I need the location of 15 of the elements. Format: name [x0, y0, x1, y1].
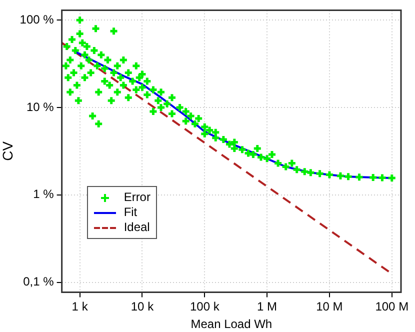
x-tick-label: 1 M — [257, 300, 278, 314]
x-tick-label: 100 M — [375, 300, 409, 314]
legend-label: Ideal — [124, 220, 150, 236]
legend-label: Fit — [124, 205, 138, 220]
y-tick-label: 100 % — [20, 12, 54, 26]
y-tick-label: 1 % — [33, 187, 54, 202]
y-axis-title: CV — [0, 140, 16, 161]
x-axis-title: Mean Load Wh — [190, 317, 272, 332]
y-tick-label: 0,1 % — [23, 274, 54, 289]
x-tick-label: 10 M — [316, 300, 343, 314]
legend-label: Error — [124, 190, 150, 206]
x-tick-label: 1 k — [72, 300, 89, 314]
y-tick-label: 10 % — [26, 100, 54, 114]
x-tick-label: 10 k — [130, 300, 155, 314]
x-tick-label: 100 k — [190, 300, 220, 314]
